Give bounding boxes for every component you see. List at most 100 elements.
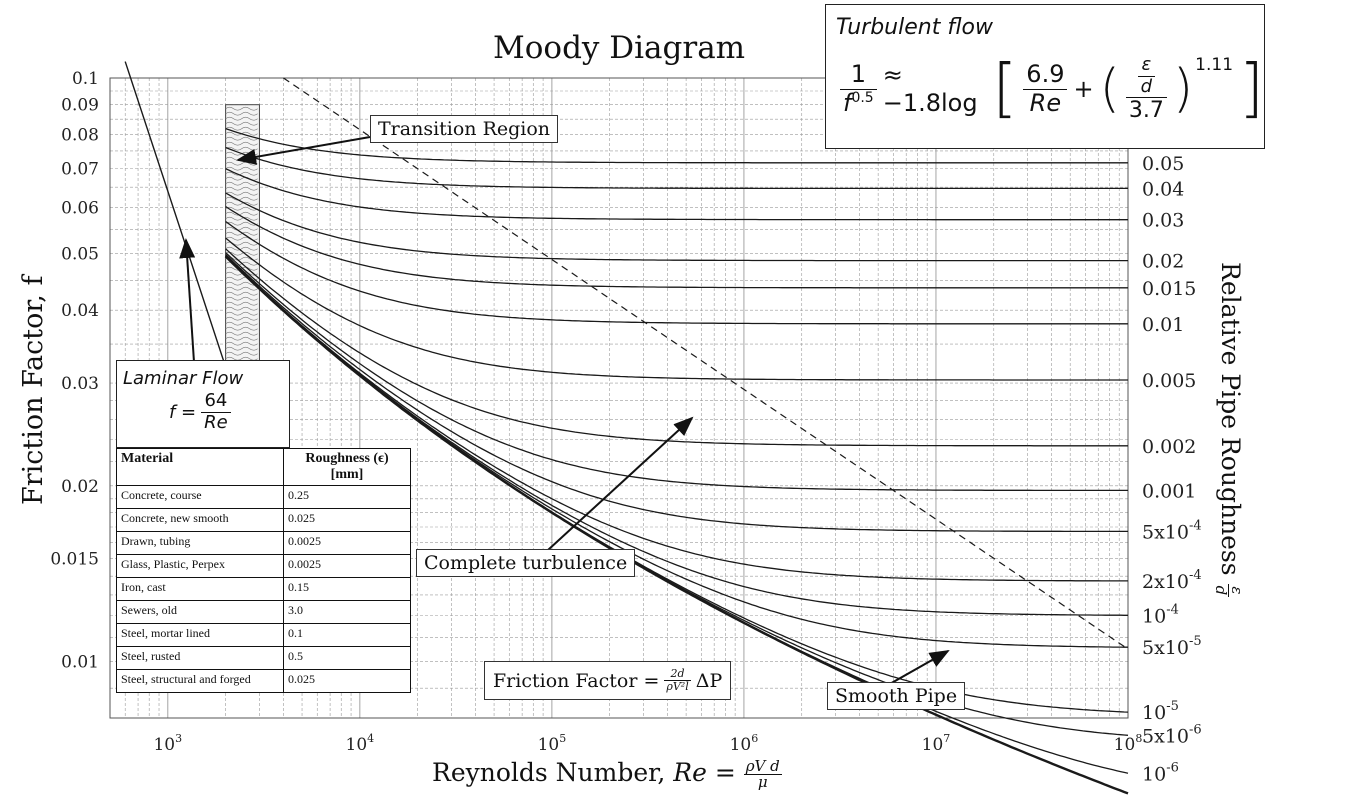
transition-hatch	[225, 191, 258, 196]
transition-hatch	[225, 181, 258, 186]
smooth-pipe-arrow	[887, 650, 950, 686]
turbulent-flow-title: Turbulent flow	[836, 15, 993, 40]
roughness-cell: 0.0025	[283, 554, 411, 578]
transition-region	[225, 104, 260, 384]
complete-turbulence-label: Complete turbulence	[416, 549, 636, 577]
transition-hatch	[225, 311, 258, 316]
transition-hatch	[225, 221, 258, 226]
transition-hatch	[225, 321, 258, 326]
transition-hatch	[225, 306, 258, 311]
roughness-curve-3	[225, 192, 1128, 262]
transition-hatch	[225, 271, 258, 276]
roughness-cell: 0.025	[283, 508, 411, 532]
roughness-label-15: 10-6	[1142, 760, 1179, 785]
smooth-pipe-curve	[224, 255, 1129, 795]
roughness-cell: 0.025	[283, 669, 411, 693]
roughness-cell: 0.0025	[283, 531, 411, 555]
table-row: Iron, cast 0.15	[116, 577, 411, 601]
transition-hatch	[225, 171, 258, 176]
transition-hatch	[225, 116, 258, 121]
transition-hatch	[225, 281, 258, 286]
transition-region-label: Transition Region	[370, 115, 559, 143]
transition-hatch	[225, 186, 258, 191]
transition-hatch	[225, 251, 258, 256]
transition-hatch	[225, 351, 258, 356]
roughness-curve-2	[225, 168, 1128, 221]
formula-frac: 2d ρV²l	[664, 667, 691, 693]
y-tick-label-7: 0.03	[61, 374, 99, 394]
roughness-cell: 0.1	[283, 623, 411, 647]
material-cell: Concrete, course	[116, 485, 284, 509]
roughness-curve-7	[225, 248, 1128, 447]
roughness-label-14: 5x10-6	[1142, 722, 1202, 747]
roughness-label-2: 0.03	[1142, 210, 1184, 232]
roughness-cell: 0.5	[283, 646, 411, 670]
right-axis-label-text: Relative Pipe Roughness	[1216, 262, 1245, 576]
y-tick-label-9: 0.015	[50, 550, 99, 570]
roughness-curve-6	[225, 237, 1128, 381]
plus-sign: +	[1073, 75, 1094, 104]
transition-hatch	[225, 226, 258, 231]
roughness-label-11: 10-4	[1142, 602, 1179, 627]
roughness-curve-9	[225, 254, 1128, 533]
roughness-label-0: 0.05	[1142, 153, 1184, 175]
transition-hatch	[225, 246, 258, 251]
x-tick-label-2: 105	[538, 732, 567, 755]
y-tick-label-6: 0.04	[61, 301, 99, 321]
transition-hatch	[225, 341, 258, 346]
lhs-frac: 1 f0.5	[840, 61, 877, 117]
table-row: Concrete, new smooth 0.025	[116, 508, 411, 532]
roughness-label-10: 2x10-4	[1142, 568, 1202, 593]
transition-hatch	[225, 196, 258, 201]
transition-hatch	[225, 286, 258, 291]
material-cell: Concrete, new smooth	[116, 508, 284, 532]
plot-frame	[109, 77, 1129, 719]
table-row: Glass, Plastic, Perpex 0.0025	[116, 554, 411, 578]
formula-label: Friction Factor =	[493, 669, 660, 692]
transition-hatch	[225, 141, 258, 146]
x-tick-label-5: 108	[1114, 732, 1143, 755]
x-tick-label-4: 107	[922, 732, 951, 755]
roughness-label-7: 0.002	[1142, 436, 1196, 458]
material-header: Material	[116, 448, 284, 486]
laminar-flow-title: Laminar Flow	[123, 368, 244, 389]
y-tick-label-4: 0.06	[61, 198, 99, 218]
roughness-label-3: 0.02	[1142, 251, 1184, 273]
roughness-cell: 3.0	[283, 600, 411, 624]
roughness-curve-10	[225, 255, 1128, 582]
y-tick-label-8: 0.02	[61, 477, 99, 497]
roughness-labels: 0.05 0.04 0.03 0.02 0.015 0.01 0.005 0.002 0.001…	[1142, 153, 1202, 785]
table-row: Drawn, tubing 0.0025	[116, 531, 411, 555]
chart-ticks: 0.1 0.09 0.08 0.07 0.06 0.05 0.04 0.03 0.02 0.015…	[50, 69, 1142, 755]
roughness-curve-4	[225, 206, 1128, 289]
y-axis-label: Friction Factor, f	[18, 275, 49, 505]
transition-hatch	[225, 106, 258, 111]
roughness-curve-5	[225, 220, 1128, 325]
roughness-cell: 0.25	[283, 485, 411, 509]
transition-hatch	[225, 166, 258, 171]
table-row: Concrete, course 0.25	[116, 485, 411, 509]
y-tick-label-10: 0.01	[61, 652, 99, 672]
transition-hatch	[225, 206, 258, 211]
term1-frac: 6.9 Re	[1023, 61, 1068, 117]
smooth-pipe-label: Smooth Pipe	[827, 682, 966, 710]
formula-tail: ΔP	[695, 669, 723, 692]
laminar-flow-equation: f = 64 Re	[169, 390, 231, 433]
transition-hatch	[225, 331, 258, 336]
transition-hatch	[225, 216, 258, 221]
approx-log: ≈ −1.8log	[882, 61, 978, 118]
roughness-label-13: 10-5	[1142, 699, 1179, 724]
materials-table: Material Roughness (ϵ) [mm] Concrete, co…	[116, 448, 411, 693]
transition-hatch	[225, 266, 258, 271]
transition-hatch	[225, 346, 258, 351]
roughness-curve-1	[225, 146, 1128, 190]
transition-region-box	[225, 104, 260, 384]
table-row: Sewers, old 3.0	[116, 600, 411, 624]
table-header-row: Material Roughness (ϵ) [mm]	[116, 448, 411, 486]
transition-hatch	[225, 296, 258, 301]
laminar-line	[124, 61, 238, 403]
